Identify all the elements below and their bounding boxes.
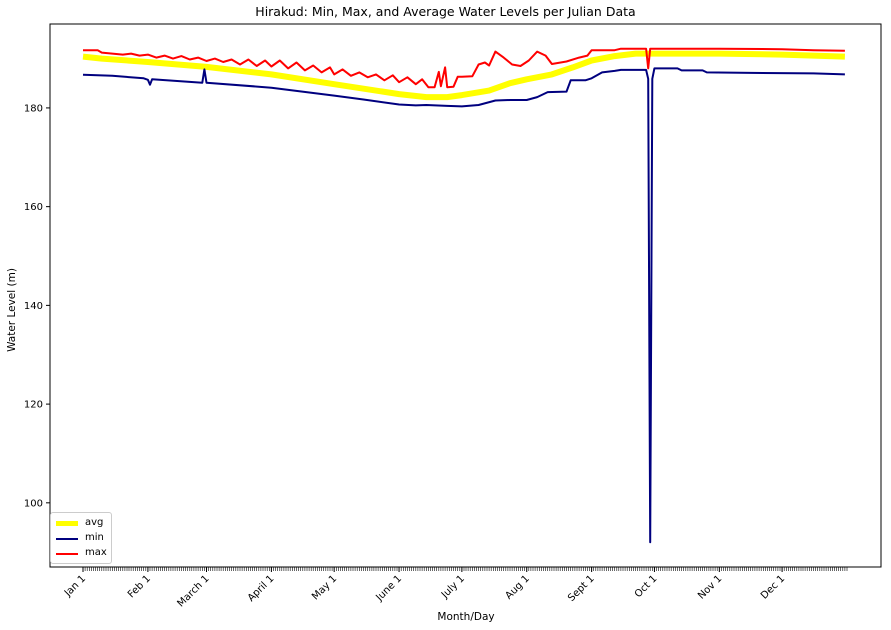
x-tick-label-4: May 1 [310,573,339,602]
legend-item-min: min [51,531,111,545]
x-tick-label-2: March 1 [176,573,212,609]
x-tick-label-3: April 1 [246,573,277,604]
x-tick-label-9: Oct 1 [633,573,660,600]
legend-item-avg: avg [51,516,111,530]
x-tick-label-0: Jan 1 [62,573,88,599]
series-line-max [83,47,845,89]
chart-title: Hirakud: Min, Max, and Average Water Lev… [255,4,636,19]
series-line-min [82,67,845,544]
legend-label-max: max [85,547,107,558]
x-minor-ticks [82,567,848,571]
series-line-avg [82,50,845,101]
x-tick-label-5: June 1 [374,573,405,604]
legend-item-max: max [51,546,111,560]
y-tick-label-160: 160 [24,202,43,213]
x-tick-label-6: July 1 [439,573,467,601]
series-layer [82,47,845,544]
x-axis-label: Month/Day [437,611,495,623]
legend-swatch-min [56,538,78,540]
legend-label-min: min [85,532,104,543]
legend: avg min max [50,512,112,564]
plot-frame [49,23,882,568]
legend-swatch-avg [56,521,78,526]
axes-layer: 100 120 140 160 180 Jan 1 Feb 1 March 1 April 1 M… [24,23,882,609]
legend-swatch-max [56,553,78,555]
legend-label-avg: avg [85,517,104,528]
x-tick-label-8: Sept 1 [566,573,597,604]
y-tick-label-120: 120 [24,400,43,411]
x-tick-label-10: Nov 1 [696,573,724,601]
y-tick-label-100: 100 [24,498,43,509]
x-tick-label-11: Dec 1 [759,573,787,601]
y-tick-label-140: 140 [24,301,43,312]
x-tick-label-1: Feb 1 [126,573,153,600]
x-tick-label-7: Aug 1 [504,573,532,601]
y-tick-label-180: 180 [24,103,43,114]
